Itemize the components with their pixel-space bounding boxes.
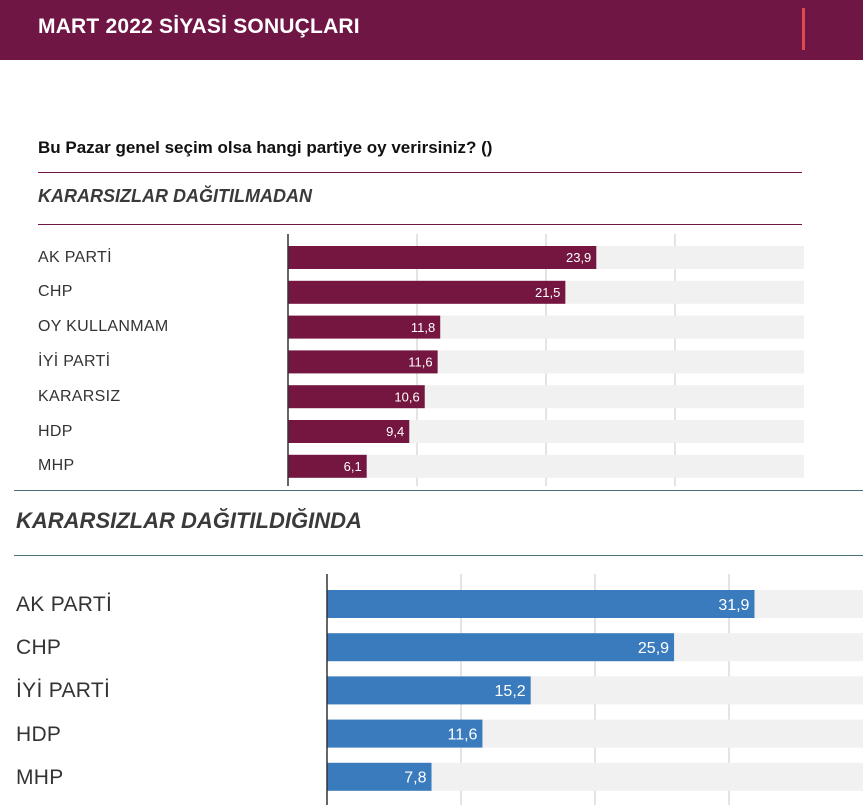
- divider-bottom-section2: [14, 555, 863, 556]
- chart1-value-label: 6,1: [344, 459, 362, 474]
- chart1-bar: [288, 280, 566, 304]
- chart1-bar: [288, 454, 367, 478]
- chart1-bar: [288, 350, 438, 374]
- chart1-bar: [288, 385, 425, 409]
- chart2-value-label: 7,8: [404, 770, 426, 787]
- section2-title: KARARSIZLAR DAĞITILDIĞINDA: [16, 508, 362, 533]
- chart1-value-label: 11,8: [411, 320, 435, 335]
- chart2-bar: [327, 762, 432, 791]
- chart1-category-label: AK PARTİ: [38, 248, 112, 266]
- chart1-value-label: 9,4: [386, 424, 404, 439]
- chart1-category-label: MHP: [38, 457, 75, 475]
- chart1-value-label: 23,9: [566, 250, 591, 265]
- chart1-category-label: OY KULLANMAM: [38, 318, 169, 336]
- chart2-value-label: 11,6: [447, 726, 477, 743]
- chart1-category-label: CHP: [38, 283, 73, 301]
- chart2-category-label: MHP: [16, 765, 64, 789]
- chart2-value-label: 25,9: [638, 640, 669, 657]
- chart2-value-label: 31,9: [718, 597, 749, 614]
- divider-top-section1: [38, 172, 802, 173]
- chart2-bar: [327, 676, 531, 705]
- chart2-category-label: HDP: [16, 722, 62, 746]
- chart1-value-label: 11,6: [408, 355, 432, 370]
- chart1-bar: [288, 246, 597, 269]
- survey-question: Bu Pazar genel seçim olsa hangi partiye …: [38, 138, 493, 157]
- page-title: MART 2022 SİYASİ SONUÇLARI: [38, 15, 360, 38]
- divider-top-section2: [14, 490, 863, 491]
- chart2-value-label: 15,2: [495, 683, 526, 700]
- page-header: MART 2022 SİYASİ SONUÇLARI: [0, 0, 863, 60]
- section1-title: KARARSIZLAR DAĞITILMADAN: [38, 186, 312, 206]
- chart2-bar: [327, 719, 483, 748]
- chart1-value-label: 21,5: [535, 285, 560, 300]
- chart2-category-label: AK PARTİ: [16, 593, 113, 616]
- chart1-category-label: İYİ PARTİ: [38, 352, 111, 370]
- header-accent-bar: [802, 8, 805, 50]
- chart1-category-label: HDP: [38, 422, 73, 440]
- chart1-track: [288, 420, 804, 443]
- chart1-bar: [288, 315, 441, 339]
- chart2-category-label: İYİ PARTİ: [16, 679, 111, 703]
- chart1-track: [288, 454, 804, 478]
- divider-bottom-section1: [38, 224, 802, 225]
- chart2-bar: [327, 633, 675, 662]
- chart1-category-label: KARARSIZ: [38, 387, 121, 405]
- chart2-category-label: CHP: [16, 636, 62, 660]
- chart1-value-label: 10,6: [394, 389, 419, 404]
- chart2-bar: [327, 590, 755, 618]
- chart1-bar: [288, 420, 410, 443]
